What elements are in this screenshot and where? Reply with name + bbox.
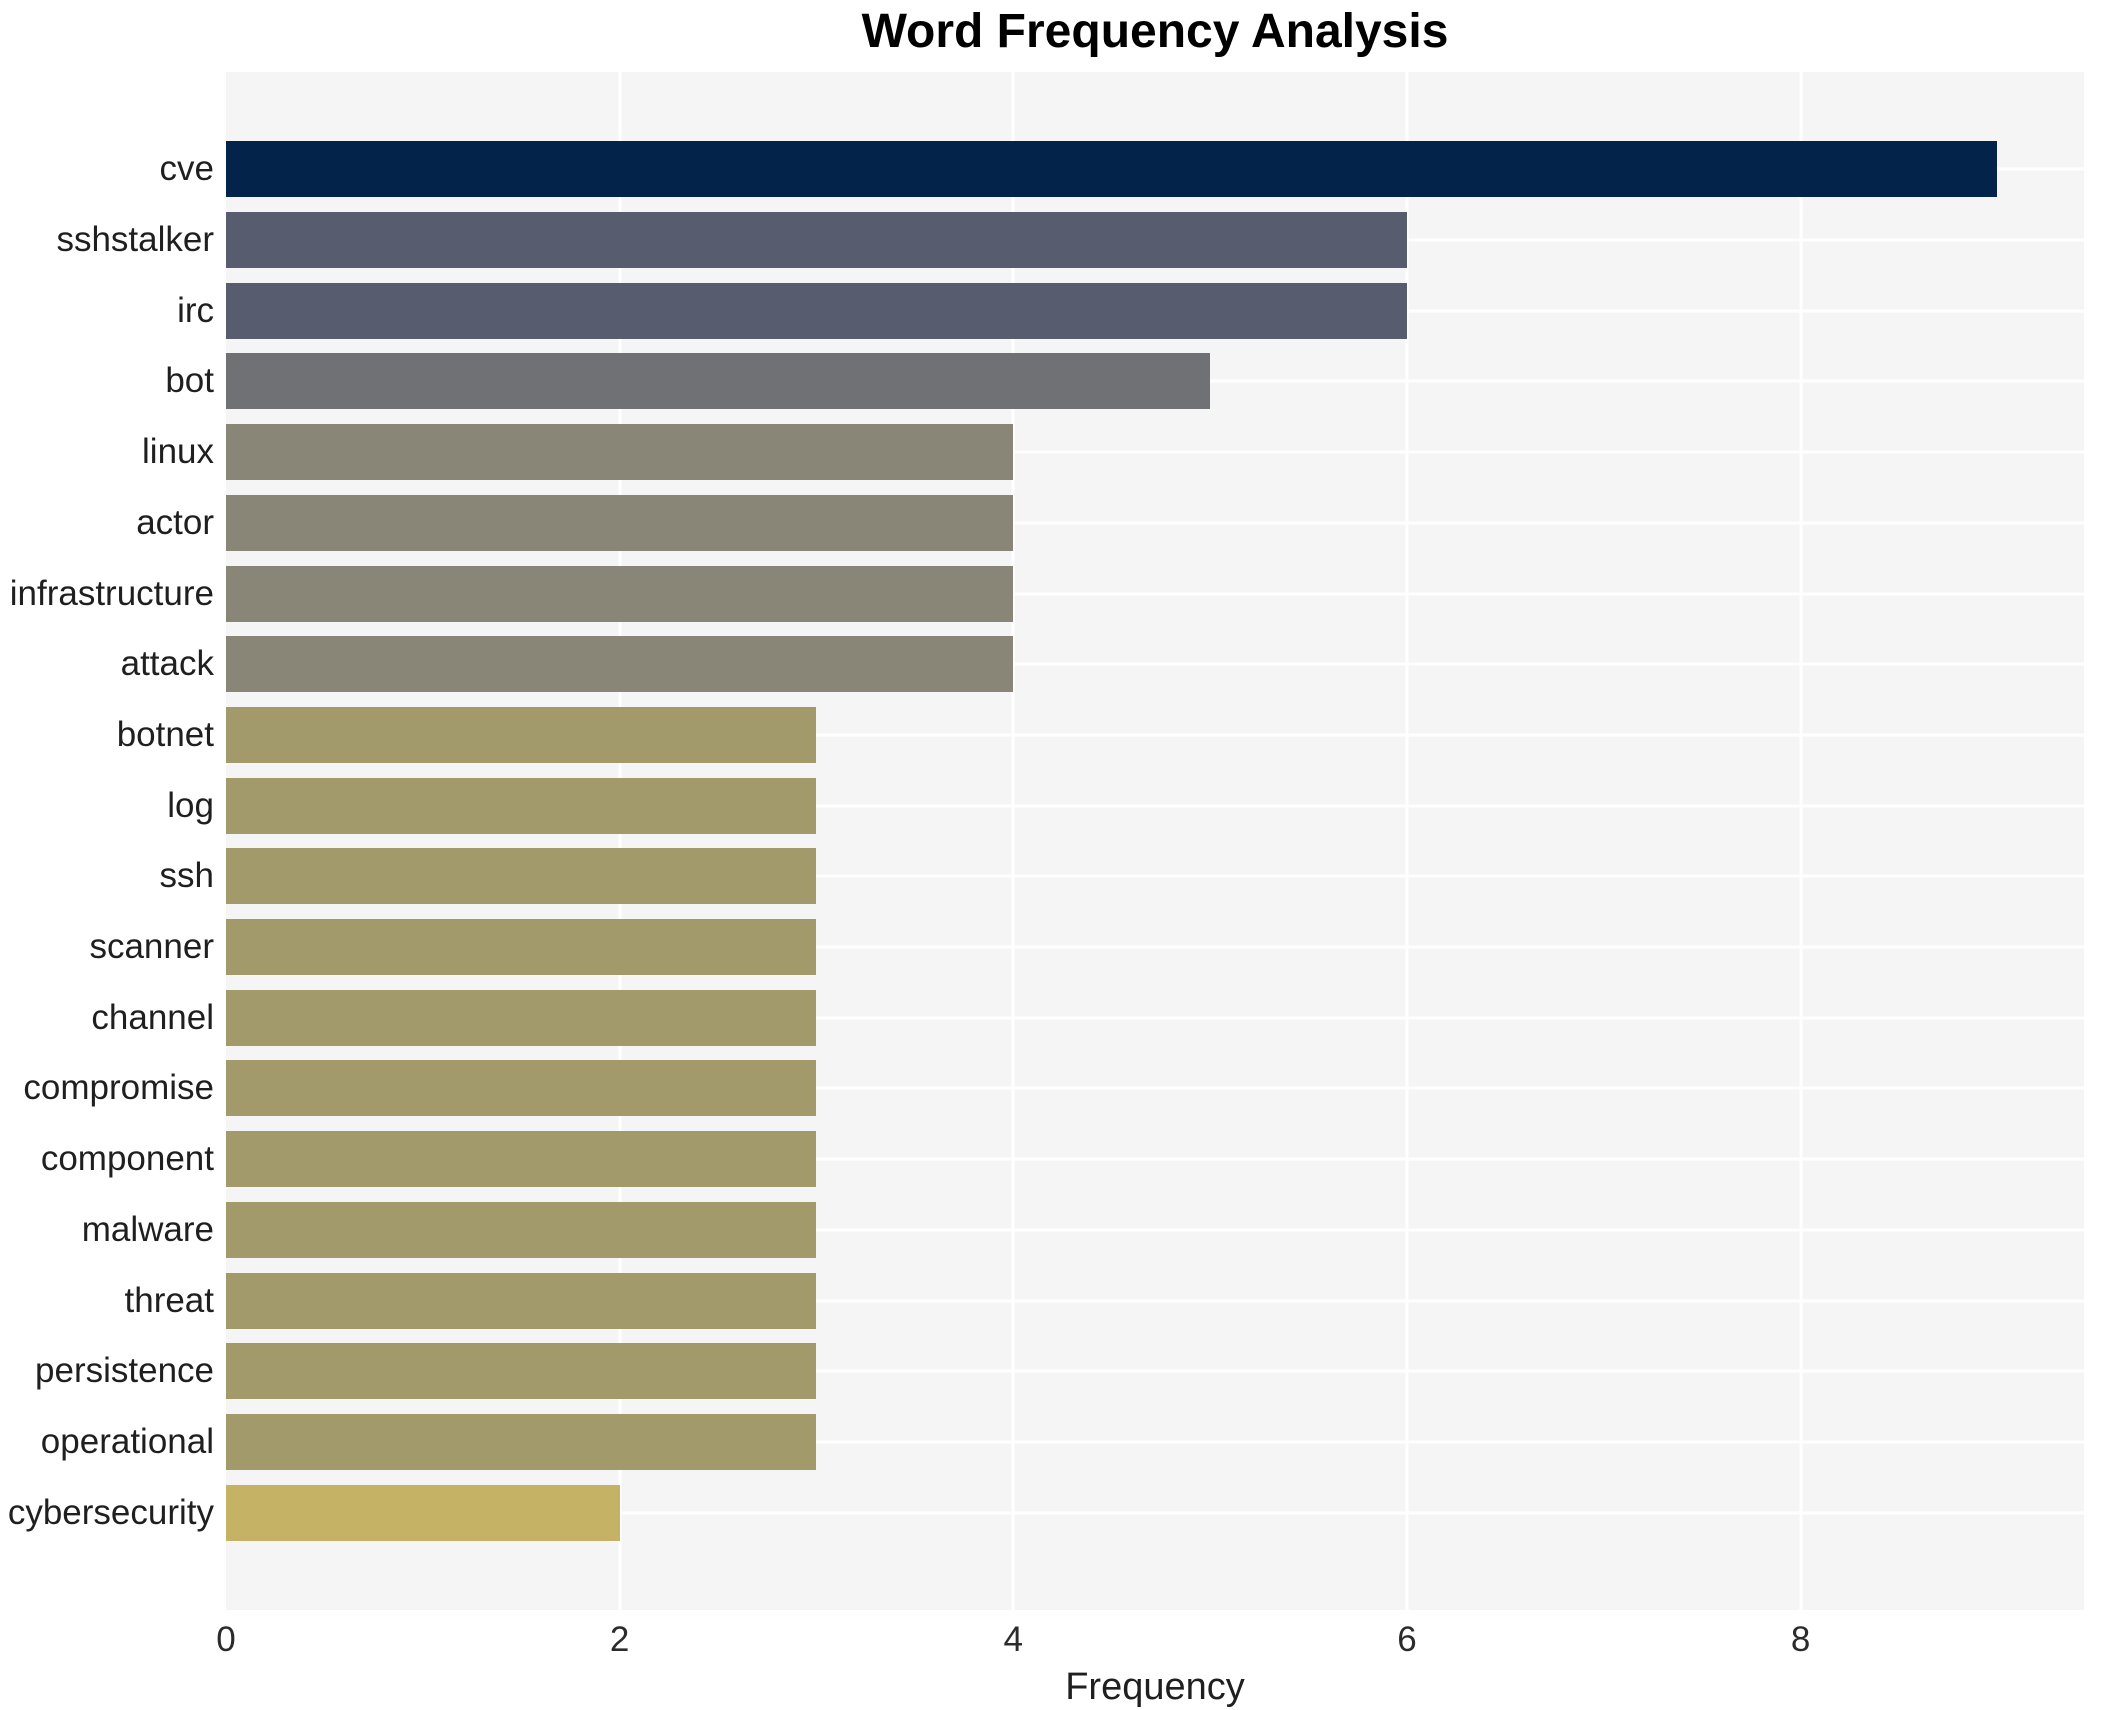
bar-malware: [226, 1201, 817, 1258]
bar-row-cybersecurity: [226, 1477, 2084, 1548]
bar-irc: [226, 282, 1407, 339]
bar-persistence: [226, 1343, 817, 1400]
y-gridline: [226, 1440, 2084, 1444]
y-gridline: [226, 1016, 2084, 1020]
y-tick-label-malware: malware: [81, 1209, 214, 1249]
bar-row-actor: [226, 488, 2084, 559]
bar-cve: [226, 141, 1998, 198]
plot-area: [226, 72, 2084, 1610]
x-tick-label-2: 2: [609, 1620, 630, 1659]
y-gridline: [226, 945, 2084, 949]
y-gridline: [226, 1086, 2084, 1090]
x-gridline: [1011, 72, 1015, 1610]
x-tick-label-6: 6: [1397, 1620, 1417, 1659]
y-gridline: [226, 1228, 2084, 1232]
bar-row-linux: [226, 417, 2084, 488]
bar-log: [226, 777, 817, 834]
bar-sshstalker: [226, 212, 1407, 269]
y-tick-label-ssh: ssh: [159, 856, 214, 896]
y-tick-label-cybersecurity: cybersecurity: [7, 1492, 214, 1532]
bar-ssh: [226, 848, 817, 905]
bar-linux: [226, 424, 1014, 481]
y-tick-label-irc: irc: [177, 290, 214, 330]
y-gridline: [226, 804, 2084, 808]
y-gridline: [226, 1511, 2084, 1515]
bar-row-threat: [226, 1265, 2084, 1336]
x-gridline: [1405, 72, 1409, 1610]
bar-row-ssh: [226, 841, 2084, 912]
y-tick-label-component: component: [40, 1139, 214, 1179]
bar-row-component: [226, 1124, 2084, 1195]
y-tick-label-channel: channel: [91, 997, 214, 1037]
y-tick-label-persistence: persistence: [35, 1351, 214, 1391]
x-tick-label-8: 8: [1790, 1620, 1811, 1659]
bar-botnet: [226, 706, 817, 763]
y-tick-label-compromise: compromise: [23, 1068, 214, 1108]
x-axis-ticks: 0 2 4 6 8: [216, 1620, 2084, 1664]
bar-channel: [226, 989, 817, 1046]
bar-cybersecurity: [226, 1484, 620, 1541]
bar-actor: [226, 494, 1014, 551]
y-tick-label-linux: linux: [142, 432, 214, 472]
bar-row-irc: [226, 275, 2084, 346]
x-gridlines: [226, 72, 2084, 1610]
y-tick-label-scanner: scanner: [89, 927, 214, 967]
y-gridline: [226, 874, 2084, 878]
y-axis-labels: cve sshstalker irc bot linux actor infrastruct…: [0, 72, 214, 1610]
bar-row-compromise: [226, 1053, 2084, 1124]
y-gridline: [226, 1369, 2084, 1373]
y-tick-label-log: log: [167, 785, 214, 825]
y-tick-label-actor: actor: [136, 502, 214, 542]
bar-row-scanner: [226, 912, 2084, 983]
y-tick-label-bot: bot: [165, 361, 214, 401]
bar-row-channel: [226, 982, 2084, 1053]
chart-title: Word Frequency Analysis: [861, 5, 1449, 58]
x-gridline: [1799, 72, 1803, 1610]
bar-row-persistence: [226, 1336, 2084, 1407]
y-gridline: [226, 1157, 2084, 1161]
y-tick-label-sshstalker: sshstalker: [56, 220, 214, 260]
bar-operational: [226, 1414, 817, 1470]
bar-row-sshstalker: [226, 205, 2084, 276]
y-gridline: [226, 662, 2084, 666]
x-tick-label-0: 0: [216, 1620, 236, 1659]
bar-threat: [226, 1272, 817, 1329]
bars-container: [226, 72, 2084, 1610]
bar-row-botnet: [226, 700, 2084, 771]
x-axis-title: Frequency: [1065, 1666, 1245, 1708]
bar-row-malware: [226, 1195, 2084, 1266]
bar-attack: [226, 636, 1014, 693]
y-gridline: [226, 1299, 2084, 1303]
bar-bot: [226, 353, 1211, 410]
bar-row-infrastructure: [226, 558, 2084, 629]
y-gridline: [226, 733, 2084, 737]
y-tick-label-threat: threat: [124, 1280, 215, 1320]
y-gridline: [226, 521, 2084, 525]
y-tick-label-cve: cve: [159, 149, 214, 189]
y-tick-label-operational: operational: [40, 1422, 214, 1461]
bar-row-operational: [226, 1407, 2084, 1478]
y-tick-label-botnet: botnet: [116, 714, 214, 754]
y-tick-label-attack: attack: [120, 644, 214, 684]
y-gridline: [226, 450, 2084, 454]
x-gridline: [618, 72, 622, 1610]
y-gridline: [226, 592, 2084, 596]
y-tick-label-infrastructure: infrastructure: [9, 573, 214, 613]
x-tick-label-4: 4: [1003, 1620, 1024, 1659]
bar-row-log: [226, 770, 2084, 841]
bar-row-attack: [226, 629, 2084, 700]
bar-component: [226, 1131, 817, 1188]
bar-compromise: [226, 1060, 817, 1117]
bar-infrastructure: [226, 565, 1014, 622]
bar-row-bot: [226, 346, 2084, 417]
bar-row-cve: [226, 134, 2084, 205]
bar-scanner: [226, 919, 817, 976]
